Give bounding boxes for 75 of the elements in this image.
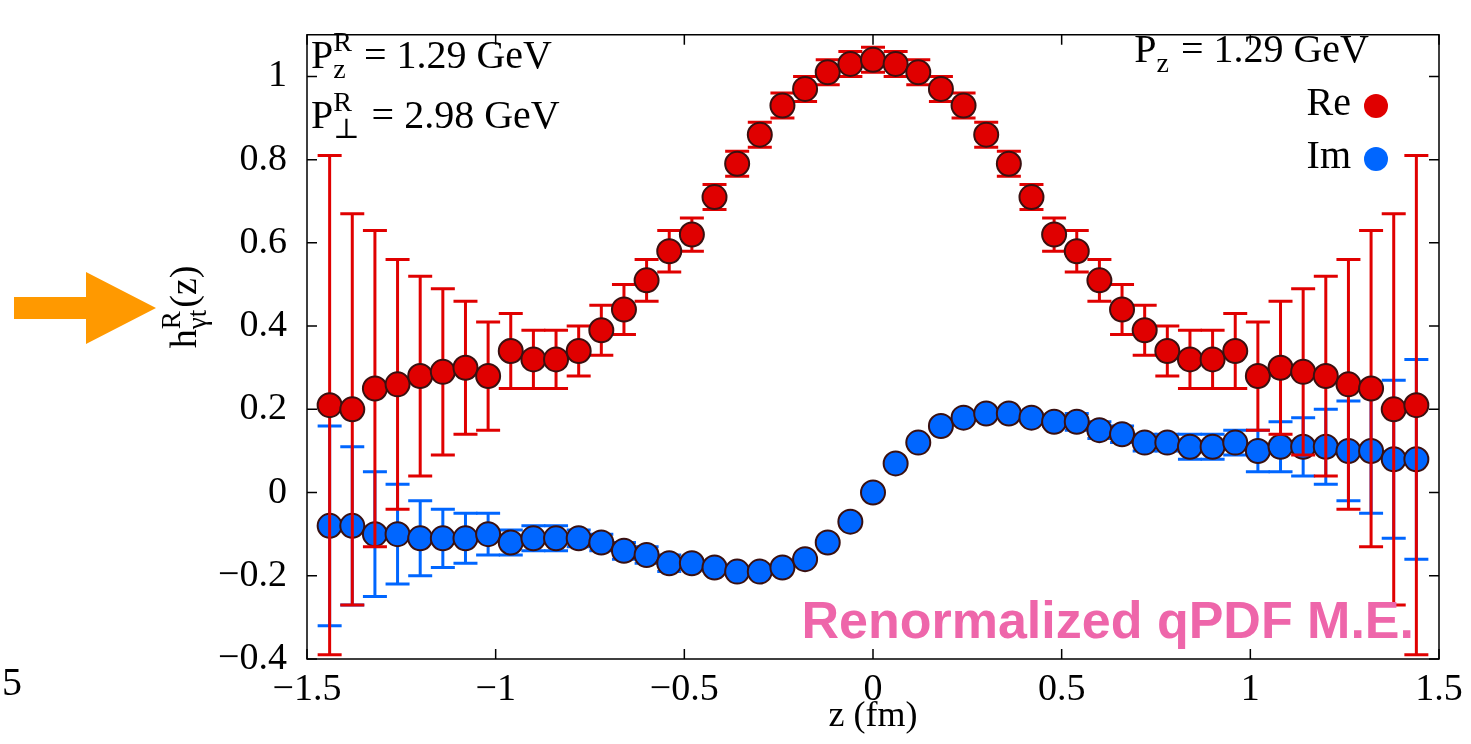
point (769, 554, 796, 581)
x-tick-label: 1.5 (1415, 665, 1463, 708)
point (1041, 221, 1068, 248)
point (1063, 238, 1090, 265)
y-tick-label: 0.6 (239, 218, 287, 261)
annotation: Renormalized qPDF M.E. (801, 591, 1415, 649)
y-tick-label: −0.2 (218, 551, 287, 594)
point (1041, 408, 1068, 435)
point (905, 429, 932, 456)
point (429, 358, 456, 385)
point (1403, 392, 1430, 419)
y-tick-label: 1 (268, 52, 287, 95)
legend-label: Im (1306, 132, 1351, 177)
point (1267, 433, 1294, 460)
point (1199, 346, 1226, 373)
point (1109, 296, 1136, 323)
point (543, 346, 570, 373)
point (1312, 363, 1339, 390)
point (678, 221, 705, 248)
point (724, 558, 751, 585)
point (452, 354, 479, 381)
point (656, 238, 683, 265)
point (882, 450, 909, 477)
point (475, 363, 502, 390)
x-tick-label: 1 (1240, 665, 1260, 708)
point (339, 396, 366, 423)
point (1176, 346, 1203, 373)
x-tick-label: −1 (475, 665, 516, 708)
point (361, 375, 388, 402)
point (792, 546, 819, 573)
point (814, 529, 841, 556)
point (701, 554, 728, 581)
point (950, 404, 977, 431)
point (995, 400, 1022, 427)
point (1358, 375, 1385, 402)
point (452, 525, 479, 552)
point (1267, 354, 1294, 381)
point (633, 267, 660, 294)
point (973, 400, 1000, 427)
point (1335, 371, 1362, 398)
point (407, 363, 434, 390)
y-tick-label: 0.2 (239, 385, 287, 428)
point (588, 317, 615, 344)
point (1222, 338, 1249, 365)
legend-label: Re (1306, 79, 1351, 124)
point (384, 521, 411, 548)
point (316, 392, 343, 419)
point (927, 412, 954, 439)
point (610, 296, 637, 323)
point (1290, 358, 1317, 385)
y-tick-label: 0 (268, 468, 287, 511)
point (475, 521, 502, 548)
y-axis-title: hRγt(z) (156, 265, 212, 349)
y-tick-label: 0.8 (239, 135, 287, 178)
point (1380, 396, 1407, 423)
point (520, 346, 547, 373)
point (1131, 317, 1158, 344)
x-tick-label: −0.5 (649, 665, 719, 708)
point (1244, 437, 1271, 464)
point (1154, 338, 1181, 365)
point (678, 550, 705, 577)
text: 5 (2, 659, 22, 704)
x-tick-label: 0.5 (1037, 665, 1086, 708)
point (565, 338, 592, 365)
point (1086, 267, 1113, 294)
point (1018, 404, 1045, 431)
point (497, 338, 524, 365)
point (746, 558, 773, 585)
point (837, 508, 864, 535)
point (860, 479, 886, 506)
point (384, 371, 411, 398)
point (407, 525, 434, 552)
point (429, 525, 456, 552)
y-tick-label: 0.4 (239, 302, 287, 345)
point (1244, 363, 1271, 390)
